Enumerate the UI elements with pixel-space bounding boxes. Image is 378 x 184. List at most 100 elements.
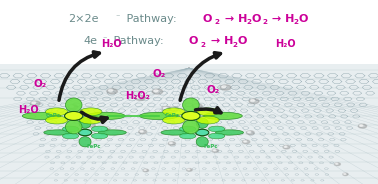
Text: 2: 2 xyxy=(200,42,205,47)
Circle shape xyxy=(30,101,40,106)
Ellipse shape xyxy=(183,120,199,134)
Circle shape xyxy=(87,123,95,127)
Circle shape xyxy=(79,129,82,131)
Circle shape xyxy=(140,130,143,132)
Ellipse shape xyxy=(204,112,242,120)
Ellipse shape xyxy=(44,130,72,135)
Ellipse shape xyxy=(139,112,178,120)
Ellipse shape xyxy=(182,112,200,120)
FancyBboxPatch shape xyxy=(0,0,378,70)
FancyArrowPatch shape xyxy=(59,52,99,100)
Circle shape xyxy=(135,95,146,100)
Circle shape xyxy=(343,173,348,176)
Ellipse shape xyxy=(87,112,125,120)
Ellipse shape xyxy=(163,116,185,124)
Circle shape xyxy=(169,107,179,112)
Ellipse shape xyxy=(79,108,102,116)
Circle shape xyxy=(139,130,147,134)
Circle shape xyxy=(246,131,254,135)
Ellipse shape xyxy=(98,130,126,135)
Circle shape xyxy=(144,169,146,171)
Text: H₂O: H₂O xyxy=(101,39,122,49)
Ellipse shape xyxy=(22,112,61,120)
Text: 2: 2 xyxy=(246,20,251,25)
Ellipse shape xyxy=(196,137,208,147)
Ellipse shape xyxy=(215,130,243,135)
Circle shape xyxy=(251,100,254,101)
Circle shape xyxy=(32,102,36,104)
Text: O: O xyxy=(188,36,198,46)
Ellipse shape xyxy=(79,129,91,136)
Ellipse shape xyxy=(209,133,225,139)
Circle shape xyxy=(193,104,202,109)
FancyBboxPatch shape xyxy=(0,64,378,184)
Circle shape xyxy=(137,96,141,98)
Circle shape xyxy=(187,169,190,170)
Circle shape xyxy=(249,99,259,104)
Circle shape xyxy=(152,89,163,94)
Ellipse shape xyxy=(197,116,219,124)
Ellipse shape xyxy=(163,108,185,116)
Ellipse shape xyxy=(45,116,68,124)
Circle shape xyxy=(70,105,73,107)
Circle shape xyxy=(335,163,340,166)
Ellipse shape xyxy=(62,133,79,139)
Circle shape xyxy=(101,128,109,132)
Text: O: O xyxy=(252,14,261,24)
Text: ⁻: ⁻ xyxy=(115,12,120,21)
Ellipse shape xyxy=(91,126,108,132)
Ellipse shape xyxy=(65,98,82,112)
Circle shape xyxy=(220,85,231,90)
Circle shape xyxy=(242,140,250,144)
Circle shape xyxy=(78,129,86,132)
Circle shape xyxy=(283,146,290,149)
Ellipse shape xyxy=(65,120,82,134)
Ellipse shape xyxy=(196,129,209,136)
Text: Pathway:: Pathway: xyxy=(110,36,167,46)
Text: O: O xyxy=(238,36,247,46)
Circle shape xyxy=(163,107,167,109)
Circle shape xyxy=(212,149,219,152)
Circle shape xyxy=(102,128,105,130)
Circle shape xyxy=(187,169,192,171)
Circle shape xyxy=(222,86,226,88)
Text: → H: → H xyxy=(268,14,295,24)
Circle shape xyxy=(107,89,118,94)
Text: FePc: FePc xyxy=(204,144,218,149)
Text: O₂: O₂ xyxy=(33,79,46,89)
Circle shape xyxy=(213,150,216,151)
Ellipse shape xyxy=(79,118,91,128)
Circle shape xyxy=(81,132,89,136)
Text: H₂O₂: H₂O₂ xyxy=(125,91,150,101)
Circle shape xyxy=(243,141,246,142)
Ellipse shape xyxy=(197,108,219,116)
Circle shape xyxy=(154,90,158,92)
Text: Pathway:: Pathway: xyxy=(123,14,180,24)
Text: 2: 2 xyxy=(214,20,219,25)
Circle shape xyxy=(335,163,338,164)
Ellipse shape xyxy=(161,130,189,135)
Ellipse shape xyxy=(180,133,196,139)
Text: → H: → H xyxy=(221,14,248,24)
Ellipse shape xyxy=(65,112,83,120)
Text: ⁻: ⁻ xyxy=(103,34,107,43)
Ellipse shape xyxy=(45,108,68,116)
Circle shape xyxy=(358,124,367,128)
Text: O: O xyxy=(299,14,308,24)
Ellipse shape xyxy=(62,126,79,132)
Text: CoPc: CoPc xyxy=(164,113,180,118)
Circle shape xyxy=(82,133,85,134)
FancyArrowPatch shape xyxy=(195,108,221,113)
Circle shape xyxy=(359,125,363,126)
Ellipse shape xyxy=(180,126,196,132)
Ellipse shape xyxy=(209,126,225,132)
Circle shape xyxy=(171,107,175,109)
Text: O₂: O₂ xyxy=(207,85,220,95)
Text: CoPc: CoPc xyxy=(45,113,60,118)
Text: 2×2e: 2×2e xyxy=(68,14,99,24)
Text: FePc: FePc xyxy=(87,144,101,149)
Circle shape xyxy=(168,142,175,145)
Text: → H: → H xyxy=(207,36,234,46)
Text: 4e: 4e xyxy=(83,36,97,46)
Text: 2: 2 xyxy=(232,42,237,47)
